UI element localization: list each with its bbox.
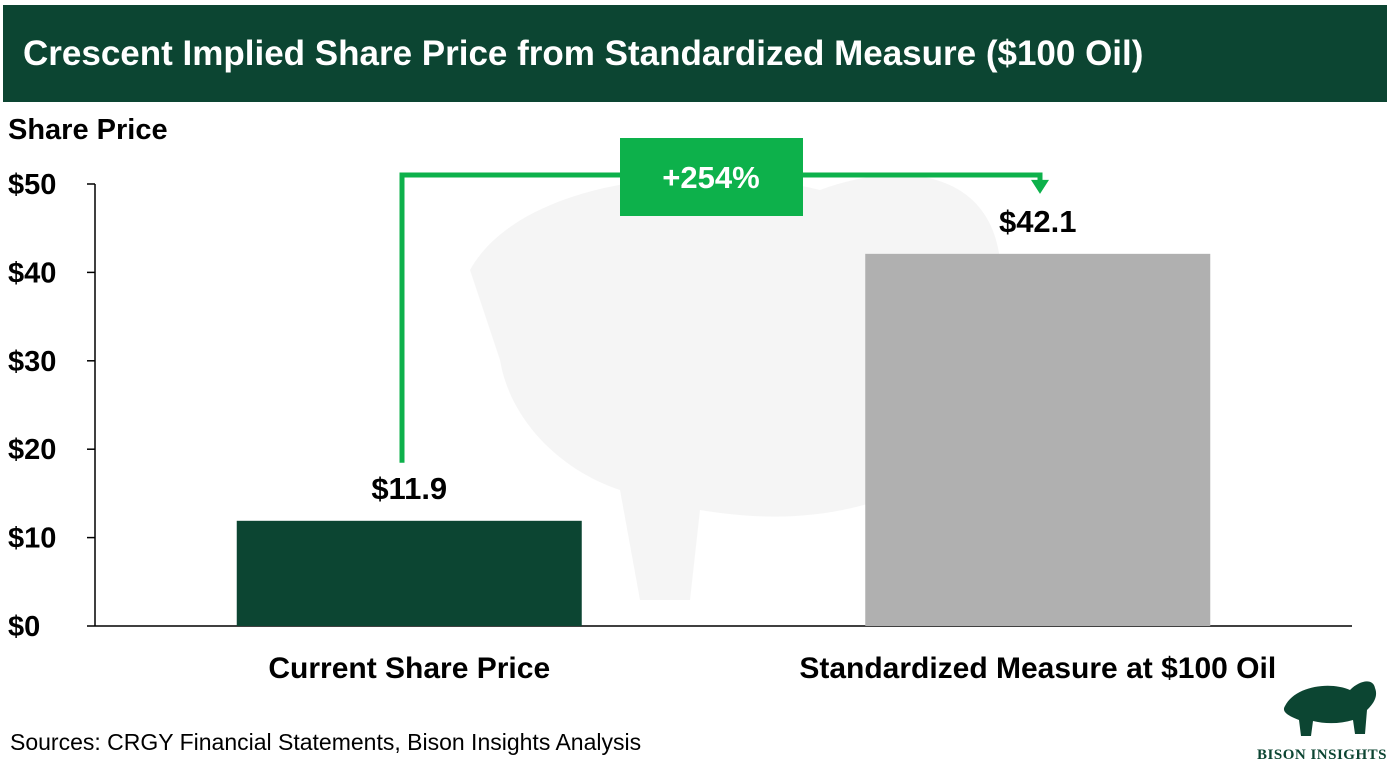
growth-badge-label: +254% <box>662 160 759 195</box>
y-tick-label: $20 <box>8 434 56 466</box>
growth-arrowhead <box>1031 179 1049 194</box>
y-axis-label: Share Price <box>8 114 168 146</box>
y-tick-label: $30 <box>8 346 56 378</box>
source-note: Sources: CRGY Financial Statements, Biso… <box>10 729 642 755</box>
title-banner: Crescent Implied Share Price from Standa… <box>3 5 1387 102</box>
bison-icon <box>1283 681 1377 736</box>
y-tick-label: $40 <box>8 257 56 289</box>
y-tick-label: $0 <box>8 611 40 643</box>
bar-value-label: $11.9 <box>371 471 447 506</box>
bar <box>236 520 582 626</box>
category-label: Current Share Price <box>268 652 550 685</box>
bar <box>865 253 1211 626</box>
bar-value-label: $42.1 <box>999 204 1077 239</box>
category-label: Standardized Measure at $100 Oil <box>799 652 1276 685</box>
y-tick-label: $50 <box>8 169 56 201</box>
logo-text: BISON INSIGHTS <box>1257 747 1387 763</box>
chart-title: Crescent Implied Share Price from Standa… <box>23 33 1144 73</box>
growth-badge <box>620 138 803 216</box>
bison-logo: BISON INSIGHTS <box>1255 676 1389 768</box>
y-tick-label: $10 <box>8 523 56 555</box>
